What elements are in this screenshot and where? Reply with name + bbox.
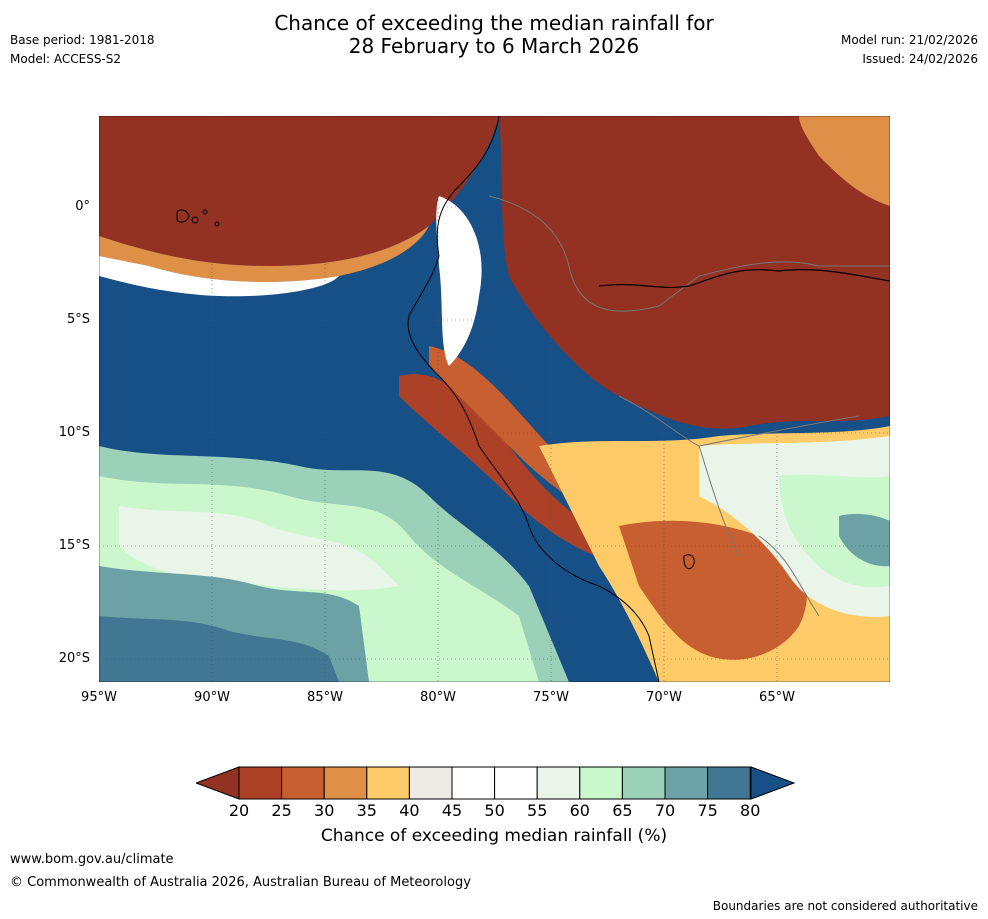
amazon-dry-zone: [499, 116, 890, 429]
east-teal-patch: [839, 513, 890, 567]
colorbar-tick-label: 20: [228, 801, 250, 820]
colorbar-title: Chance of exceeding median rainfall (%): [320, 826, 668, 846]
colorbar-tick-label: 45: [441, 801, 463, 820]
coastline: [407, 116, 660, 682]
lat-label-5s: 5°S: [66, 312, 90, 327]
colorbar-cells: [238, 766, 751, 800]
colorbar-cell: [707, 766, 751, 800]
title-line-2: 28 February to 6 March 2026: [348, 34, 640, 58]
colorbar-cell: [579, 766, 623, 800]
colorbar-tick-label: 30: [314, 801, 335, 820]
disclaimer-text: Boundaries are not considered authoritat…: [712, 899, 978, 913]
title-line-1: Chance of exceeding the median rainfall …: [274, 11, 714, 35]
colorbar-tick-label: 55: [527, 801, 548, 820]
base-period-text: Base period: 1981-2018: [10, 33, 155, 47]
lon-label-80w: 80°W: [420, 690, 456, 705]
colorbar-cell: [238, 766, 283, 800]
colorbar-cell: [408, 766, 453, 800]
country-borders: [488, 195, 890, 617]
copyright-text: © Commonwealth of Australia 2026, Austra…: [10, 875, 471, 890]
colorbar-tick-label: 65: [612, 801, 633, 820]
colorbar-tick-label: 60: [569, 801, 590, 820]
southern-white-patch: [119, 506, 399, 591]
bolivia-orange-zone: [619, 520, 807, 660]
northeast-orange-patch: [799, 116, 890, 206]
colorbar-cell: [451, 766, 496, 800]
north-orange-edge: [99, 226, 429, 282]
lon-label-75w: 75°W: [533, 690, 569, 705]
colorbar-tick-label: 35: [356, 801, 377, 820]
lon-label-90w: 90°W: [194, 690, 230, 705]
colorbar-tick-label: 70: [654, 801, 676, 820]
issued-text: Issued: 24/02/2026: [862, 52, 978, 66]
amazon-river: [598, 269, 890, 289]
coastal-dry-band: [399, 374, 629, 566]
north-dry-zone: [99, 116, 499, 266]
colorbar-cell: [281, 766, 325, 800]
colorbar-cell: [664, 766, 709, 800]
model-text: Model: ACCESS-S2: [10, 52, 122, 66]
colorbar: [196, 766, 796, 800]
lat-label-10s: 10°S: [58, 425, 90, 440]
colorbar-tick-label: 80: [740, 801, 761, 820]
map-canvas: [99, 116, 890, 682]
galapagos-islands: [176, 209, 220, 227]
website-text: www.bom.gov.au/climate: [10, 852, 174, 867]
colorbar-tick-label: 25: [271, 801, 292, 820]
lat-label-20s: 20°S: [58, 651, 90, 666]
colorbar-tick-label: 50: [484, 801, 505, 820]
page-title: Chance of exceeding the median rainfall …: [0, 12, 988, 58]
southern-dark-teal-zone: [99, 616, 339, 682]
lake-titicaca: [683, 554, 695, 570]
colorbar-cell: [494, 766, 538, 800]
lon-label-85w: 85°W: [307, 690, 343, 705]
colorbar-upper-extend: [750, 766, 796, 800]
ecuador-wet-strip: [436, 196, 482, 366]
lon-label-95w: 95°W: [81, 690, 117, 705]
lat-label-0: 0°: [75, 199, 90, 214]
colorbar-lower-extend: [196, 766, 240, 800]
colorbar-cell: [621, 766, 666, 800]
model-run-text: Model run: 21/02/2026: [840, 33, 978, 47]
colorbar-cell: [366, 766, 410, 800]
rainfall-probability-map: [99, 116, 890, 682]
lat-label-15s: 15°S: [58, 538, 90, 553]
north-white-edge: [99, 256, 339, 297]
colorbar-cell: [536, 766, 581, 800]
colorbar-tick-label: 75: [697, 801, 718, 820]
lon-label-65w: 65°W: [759, 690, 795, 705]
lon-label-70w: 70°W: [646, 690, 682, 705]
colorbar-cell: [323, 766, 368, 800]
colorbar-tick-label: 40: [399, 801, 420, 820]
